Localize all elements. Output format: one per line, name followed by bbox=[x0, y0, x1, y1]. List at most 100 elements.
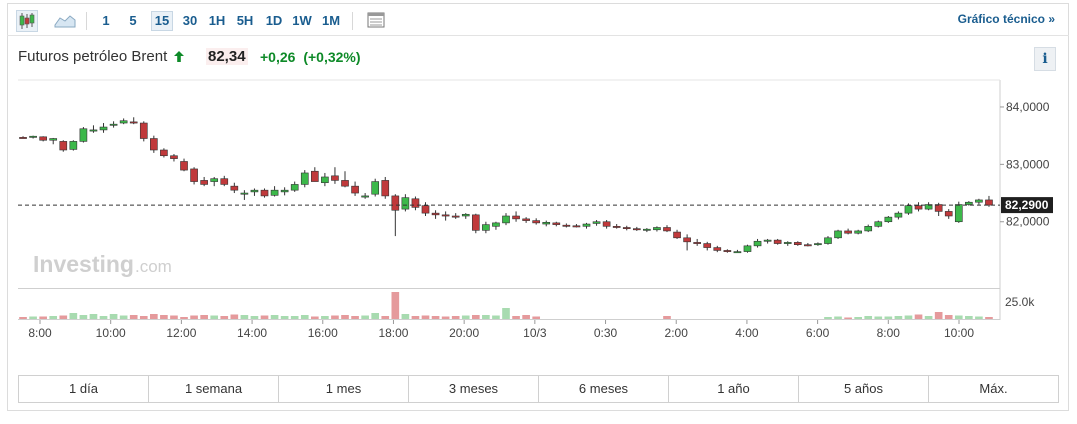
candle bbox=[492, 221, 500, 230]
volume-bar bbox=[532, 316, 541, 319]
candle-body bbox=[622, 227, 631, 229]
volume-bar bbox=[270, 315, 279, 319]
candle-body bbox=[492, 222, 500, 227]
volume-bar bbox=[834, 316, 842, 319]
candle bbox=[39, 136, 47, 142]
candle bbox=[673, 229, 681, 239]
candle-body bbox=[572, 225, 581, 228]
volume-bar bbox=[391, 292, 400, 319]
candle bbox=[311, 167, 319, 182]
candle-body bbox=[230, 185, 239, 191]
candle bbox=[743, 244, 752, 253]
volume-bar bbox=[864, 316, 873, 319]
candle-body bbox=[461, 213, 470, 217]
technical-chart-link[interactable]: Gráfico técnico » bbox=[957, 12, 1055, 26]
candle-body bbox=[542, 222, 551, 225]
candle bbox=[331, 167, 339, 184]
interval-5[interactable]: 5 bbox=[129, 13, 137, 28]
area-glyph-icon bbox=[54, 15, 76, 28]
interval-15[interactable]: 15 bbox=[151, 11, 173, 31]
price-change: +0,26 (+0,32%) bbox=[260, 49, 361, 65]
candle-body bbox=[814, 243, 822, 246]
candle-body bbox=[270, 189, 279, 196]
candle-body bbox=[200, 180, 208, 185]
volume-bar bbox=[129, 315, 138, 319]
candle bbox=[119, 118, 128, 125]
candle-body bbox=[139, 122, 148, 139]
volume-bar bbox=[200, 315, 208, 319]
candle bbox=[542, 220, 551, 227]
range-max[interactable]: Máx. bbox=[979, 381, 1008, 396]
interval-5h[interactable]: 5H bbox=[236, 13, 254, 28]
x-tick-label: 8:00 bbox=[28, 326, 52, 340]
range-1-month[interactable]: 1 mes bbox=[279, 376, 409, 402]
candle-body bbox=[693, 242, 701, 244]
candle-body bbox=[79, 128, 88, 142]
volume-bar bbox=[210, 315, 219, 319]
volume-bar bbox=[431, 316, 440, 319]
candle-body bbox=[341, 180, 349, 187]
candle bbox=[270, 186, 279, 197]
candle bbox=[783, 241, 792, 246]
candle-body bbox=[260, 189, 269, 197]
range-1-day[interactable]: 1 día bbox=[19, 376, 149, 402]
range-3-months[interactable]: 3 meses bbox=[409, 376, 539, 402]
candle-body bbox=[934, 204, 943, 212]
candle bbox=[693, 238, 701, 246]
candle-body bbox=[844, 230, 852, 234]
candlestick-chart-icon[interactable] bbox=[16, 10, 38, 32]
candle-body bbox=[773, 239, 782, 244]
candle bbox=[653, 226, 661, 232]
interval-1m[interactable]: 1M bbox=[321, 13, 341, 28]
candle bbox=[552, 221, 561, 227]
interval-30[interactable]: 30 bbox=[182, 13, 198, 28]
volume-bar bbox=[421, 315, 430, 319]
candle bbox=[461, 213, 470, 219]
candle-body bbox=[431, 212, 440, 216]
range-1-week[interactable]: 1 semana bbox=[149, 376, 279, 402]
info-button[interactable]: i bbox=[1034, 47, 1056, 71]
candle-body bbox=[89, 129, 98, 132]
volume-bar bbox=[89, 314, 98, 319]
table-view-icon[interactable] bbox=[366, 10, 388, 32]
interval-1[interactable]: 1 bbox=[102, 13, 110, 28]
candle bbox=[602, 220, 611, 229]
volume-bar bbox=[522, 315, 530, 319]
candle-body bbox=[220, 178, 229, 185]
candle-body bbox=[119, 120, 128, 124]
candle-body bbox=[904, 205, 913, 214]
candle-body bbox=[894, 212, 903, 218]
candle-body bbox=[421, 205, 430, 214]
interval-1h[interactable]: 1H bbox=[208, 13, 226, 28]
candle-body bbox=[49, 138, 58, 141]
range-6-months[interactable]: 6 meses bbox=[539, 376, 669, 402]
interval-1d[interactable]: 1D bbox=[265, 13, 283, 28]
candle-body bbox=[361, 195, 369, 198]
volume-bar bbox=[381, 316, 390, 319]
candle-body bbox=[864, 226, 873, 232]
range-1-year[interactable]: 1 año bbox=[669, 376, 799, 402]
area-chart-icon[interactable] bbox=[54, 10, 76, 32]
candle bbox=[703, 241, 712, 251]
candle bbox=[99, 123, 108, 133]
table-glyph-icon bbox=[367, 12, 385, 28]
candle bbox=[643, 228, 651, 233]
candle-body bbox=[522, 218, 530, 221]
volume-bar bbox=[59, 315, 68, 319]
candle-body bbox=[854, 230, 862, 234]
candle-body bbox=[582, 223, 591, 227]
instrument-title: Futuros petróleo Brent bbox=[18, 48, 168, 65]
volume-bar bbox=[190, 315, 198, 319]
volume-bar bbox=[451, 316, 460, 319]
candle-body bbox=[150, 138, 158, 151]
candle bbox=[260, 188, 269, 198]
range-5-years[interactable]: 5 años bbox=[799, 376, 929, 402]
candle-body bbox=[944, 211, 953, 217]
interval-1w[interactable]: 1W bbox=[292, 13, 312, 28]
candle-body bbox=[703, 243, 712, 248]
candle bbox=[582, 222, 591, 229]
x-tick-label: 18:00 bbox=[378, 326, 408, 340]
last-price-marker: 82,2900 bbox=[18, 197, 1053, 214]
candle-body bbox=[129, 121, 138, 124]
candle bbox=[763, 238, 772, 244]
